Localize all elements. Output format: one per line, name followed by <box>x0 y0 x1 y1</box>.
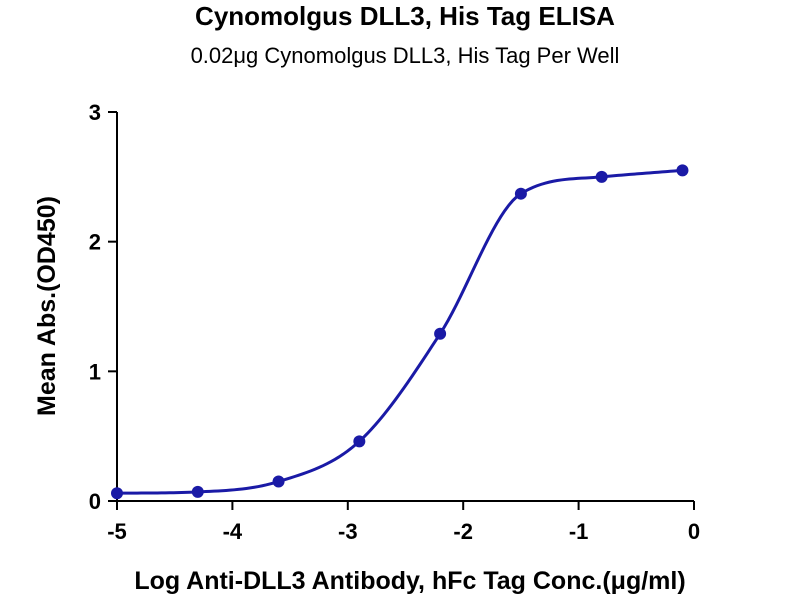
y-tick-label: 1 <box>89 359 101 384</box>
data-point <box>434 327 447 340</box>
x-tick-label: 0 <box>688 519 700 544</box>
axes <box>116 112 694 502</box>
data-points-layer <box>111 164 689 500</box>
fit-curve-layer <box>116 168 683 495</box>
y-axis-label: Mean Abs.(OD450) <box>33 196 61 416</box>
x-tick-label: -2 <box>453 519 473 544</box>
data-point <box>676 164 689 177</box>
data-point <box>111 487 123 500</box>
x-tick-label: -4 <box>223 519 243 544</box>
y-tick-label: 2 <box>89 230 101 255</box>
data-point <box>353 435 366 448</box>
y-tick-label: 3 <box>89 100 101 125</box>
y-tick-label: 0 <box>89 489 101 514</box>
data-point <box>595 170 608 183</box>
data-point <box>272 475 285 488</box>
x-ticks: -5 -4 -3 -2 -1 0 <box>107 501 700 544</box>
chart-title: Cynomolgus DLL3, His Tag ELISA <box>195 1 615 31</box>
x-tick-label: -3 <box>338 519 358 544</box>
data-point <box>514 187 527 200</box>
data-point <box>191 485 204 498</box>
fit-curve <box>116 168 683 495</box>
x-tick-label: -1 <box>569 519 589 544</box>
y-ticks: 0 1 2 3 <box>89 100 117 514</box>
x-axis-label: Log Anti-DLL3 Antibody, hFc Tag Conc.(μg… <box>134 567 685 595</box>
x-tick-label: -5 <box>107 519 127 544</box>
chart-subtitle: 0.02μg Cynomolgus DLL3, His Tag Per Well <box>191 43 620 68</box>
